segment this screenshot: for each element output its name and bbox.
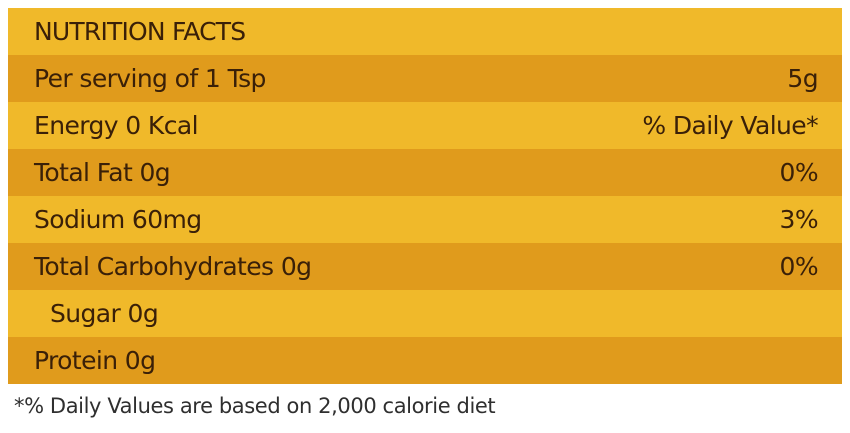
total-fat-value: 0% xyxy=(779,158,819,187)
sodium-label: Sodium 60mg xyxy=(34,205,202,234)
total-fat-label: Total Fat 0g xyxy=(34,158,171,187)
sugar-label: Sugar 0g xyxy=(50,299,159,328)
row-sodium: Sodium 60mg 3% xyxy=(8,196,842,243)
row-total-carbohydrates: Total Carbohydrates 0g 0% xyxy=(8,243,842,290)
nutrition-facts-panel: NUTRITION FACTS Per serving of 1 Tsp 5g … xyxy=(8,8,842,384)
sodium-value: 3% xyxy=(779,205,819,234)
daily-value-header: % Daily Value* xyxy=(642,111,818,140)
row-serving: Per serving of 1 Tsp 5g xyxy=(8,55,842,102)
row-sugar: Sugar 0g xyxy=(8,290,842,337)
daily-value-footnote: *% Daily Values are based on 2,000 calor… xyxy=(14,394,496,418)
protein-label: Protein 0g xyxy=(34,346,156,375)
nutrition-title-row: NUTRITION FACTS xyxy=(8,8,842,55)
energy-label: Energy 0 Kcal xyxy=(34,111,199,140)
serving-label: Per serving of 1 Tsp xyxy=(34,64,266,93)
row-total-fat: Total Fat 0g 0% xyxy=(8,149,842,196)
row-protein: Protein 0g xyxy=(8,337,842,384)
total-carbohydrates-value: 0% xyxy=(779,252,819,281)
serving-value: 5g xyxy=(787,64,818,93)
total-carbohydrates-label: Total Carbohydrates 0g xyxy=(34,252,312,281)
row-energy: Energy 0 Kcal % Daily Value* xyxy=(8,102,842,149)
nutrition-title: NUTRITION FACTS xyxy=(34,17,246,46)
